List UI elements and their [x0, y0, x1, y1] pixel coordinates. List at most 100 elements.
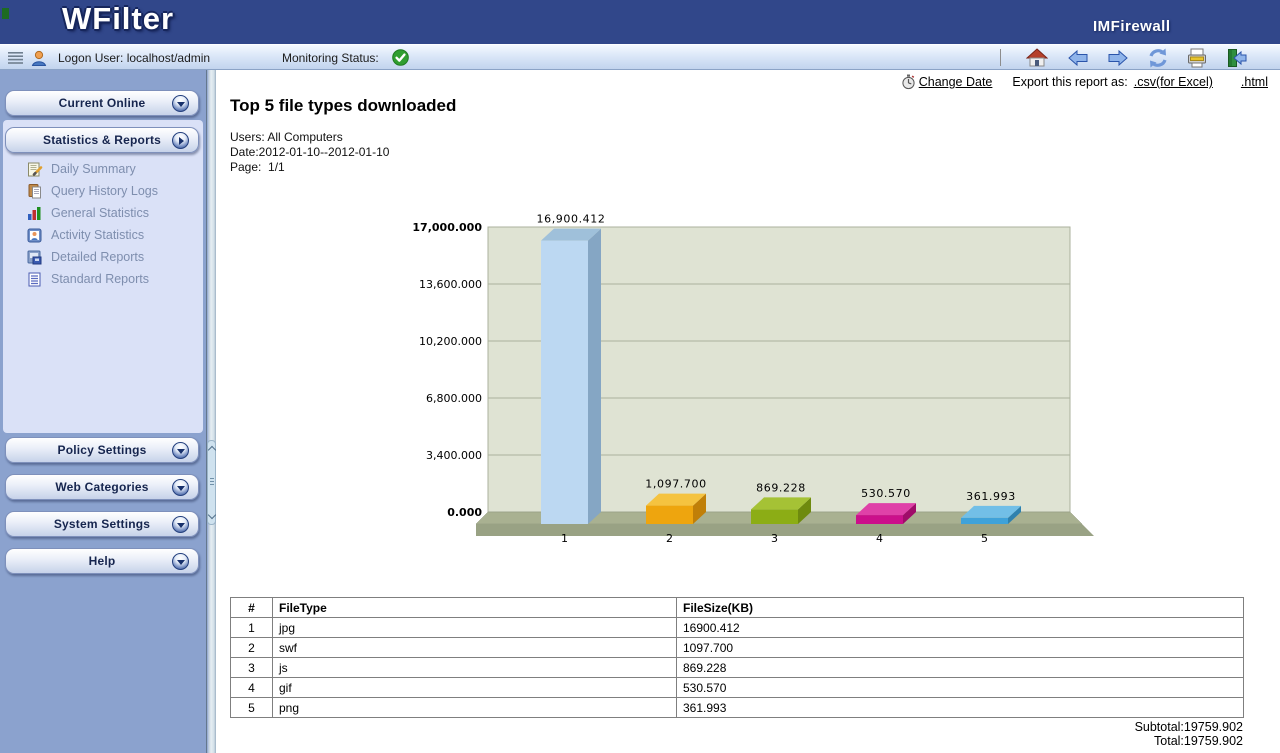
bar-value-label: 530.570	[861, 487, 911, 500]
table-cell: 3	[230, 657, 273, 678]
sidebar-section-policy-settings[interactable]: Policy Settings	[5, 437, 199, 463]
chevron-down-circle-icon[interactable]	[172, 442, 189, 459]
sidebar-item-general-statistics[interactable]: General Statistics	[26, 202, 149, 224]
chevron-down-circle-icon[interactable]	[172, 516, 189, 533]
app-logo: WFilter	[62, 1, 175, 36]
detailed-reports-icon	[27, 250, 42, 264]
report-content: Change Date Export this report as: .csv(…	[216, 70, 1280, 753]
y-tick-label: 17,000.000	[412, 221, 482, 234]
bar-side-2	[693, 493, 706, 524]
table-cell: gif	[272, 677, 677, 698]
sidebar-section-system-settings[interactable]: System Settings	[5, 511, 199, 537]
bar-top-2	[646, 493, 706, 506]
bar-side-1	[588, 228, 601, 524]
print-icon[interactable]	[1186, 47, 1208, 69]
export-csv-link[interactable]: .csv(for Excel)	[1133, 75, 1213, 89]
table-cell: 16900.412	[676, 617, 1244, 638]
total-line: Total:19759.902	[1154, 734, 1243, 748]
sidebar-item-standard-reports[interactable]: Standard Reports	[26, 268, 149, 290]
x-category-label: 5	[981, 532, 988, 545]
report-users-line: Users: All Computers	[230, 130, 343, 144]
column-header-filesize-kb-: FileSize(KB)	[676, 597, 1244, 618]
sidebar-item-label: Daily Summary	[51, 162, 136, 176]
sidebar-item-label: Standard Reports	[51, 272, 149, 286]
table-cell: 4	[230, 677, 273, 698]
splitter-arrow-icon	[207, 510, 217, 520]
sidebar-collapse-handle[interactable]	[207, 440, 217, 525]
refresh-icon[interactable]	[1147, 47, 1169, 69]
y-tick-label: 0.000	[447, 506, 482, 519]
x-category-label: 1	[561, 532, 568, 545]
chevron-down-circle-icon[interactable]	[172, 95, 189, 112]
brand-name: IMFirewall	[1093, 18, 1171, 35]
bar-value-label: 869.228	[756, 481, 806, 494]
standard-reports-icon	[28, 272, 41, 286]
table-row: 2 swf 1097.700	[230, 637, 1244, 658]
table-cell: js	[272, 657, 677, 678]
sidebar-item-activity-statistics[interactable]: Activity Statistics	[26, 224, 144, 246]
bar-top-3	[751, 497, 811, 510]
back-icon[interactable]	[1067, 47, 1089, 69]
export-label: Export this report as:	[1012, 75, 1128, 89]
monitoring-status-label: Monitoring Status:	[282, 51, 379, 65]
table-cell: 869.228	[676, 657, 1244, 678]
sidebar-item-query-history-logs[interactable]: Query History Logs	[26, 180, 158, 202]
logon-user-label: Logon User: localhost/admin	[58, 51, 211, 65]
chevron-down-circle-icon[interactable]	[172, 479, 189, 496]
bar-2	[646, 505, 693, 524]
chart-floor-front	[476, 524, 1094, 536]
sidebar: Current Online Statistics & Reports Daily …	[0, 70, 206, 753]
bar-value-label: 1,097.700	[645, 478, 706, 491]
menu-hamburger-icon[interactable]	[6, 48, 26, 68]
subtotal-line: Subtotal:19759.902	[1134, 720, 1243, 734]
report-totals: Subtotal:19759.902 Total:19759.902	[230, 720, 1243, 748]
y-tick-label: 3,400.000	[426, 449, 482, 462]
column-header-filetype: FileType	[272, 597, 677, 618]
bar-side-3	[798, 497, 811, 524]
forward-icon[interactable]	[1107, 47, 1129, 69]
daily-summary-icon	[28, 162, 43, 176]
table-cell: 1097.700	[676, 637, 1244, 658]
bar-3	[751, 509, 798, 524]
report-title: Top 5 file types downloaded	[230, 96, 457, 115]
table-cell: 2	[230, 637, 273, 658]
sidebar-section-current-online[interactable]: Current Online	[5, 90, 199, 116]
sidebar-item-detailed-reports[interactable]: Detailed Reports	[26, 246, 144, 268]
change-date-link[interactable]: Change Date	[918, 75, 993, 89]
status-toolbar: Logon User: localhost/admin Monitoring S…	[0, 44, 1280, 70]
sidebar-splitter	[206, 70, 217, 753]
general-statistics-icon	[28, 206, 41, 220]
report-date-line: Date:2012-01-10--2012-01-10	[230, 145, 390, 159]
chevron-down-circle-icon[interactable]	[172, 553, 189, 570]
report-meta: Users: All Computers Date:2012-01-10--20…	[230, 130, 389, 175]
export-html-link[interactable]: .html	[1240, 75, 1268, 89]
sidebar-section-label: Help	[88, 554, 116, 568]
sidebar-section-help[interactable]: Help	[5, 548, 199, 574]
sidebar-section-label: Statistics & Reports	[42, 133, 162, 147]
chevron-right-circle-icon[interactable]	[172, 132, 189, 149]
bar-5	[961, 517, 1008, 524]
report-page-line: Page: 1/1	[230, 160, 285, 174]
bar-value-label: 16,900.412	[537, 213, 606, 226]
report-table: # FileType FileSize(KB) 1 jpg 16900.412 2 swf 1…	[230, 597, 1244, 718]
sidebar-item-daily-summary[interactable]: Daily Summary	[26, 158, 136, 180]
table-cell: jpg	[272, 617, 677, 638]
bar-side-5	[1008, 505, 1021, 524]
bar-top-4	[856, 503, 916, 516]
bar-1	[541, 240, 588, 524]
y-tick-label: 6,800.000	[426, 392, 482, 405]
x-category-label: 4	[876, 532, 883, 545]
table-cell: swf	[272, 637, 677, 658]
x-category-label: 2	[666, 532, 673, 545]
home-icon[interactable]	[1026, 47, 1048, 69]
logout-icon[interactable]	[1226, 47, 1248, 69]
sidebar-item-label: Query History Logs	[51, 184, 158, 198]
bar-value-label: 361.993	[966, 490, 1016, 503]
splitter-arrow-icon	[207, 445, 217, 455]
table-cell: png	[272, 697, 677, 718]
sidebar-section-web-categories[interactable]: Web Categories	[5, 474, 199, 500]
toolbar-separator	[1000, 49, 1001, 66]
table-row: 3 js 869.228	[230, 657, 1244, 678]
table-row: 4 gif 530.570	[230, 677, 1244, 698]
sidebar-section-statistics-reports[interactable]: Statistics & Reports	[5, 127, 199, 153]
